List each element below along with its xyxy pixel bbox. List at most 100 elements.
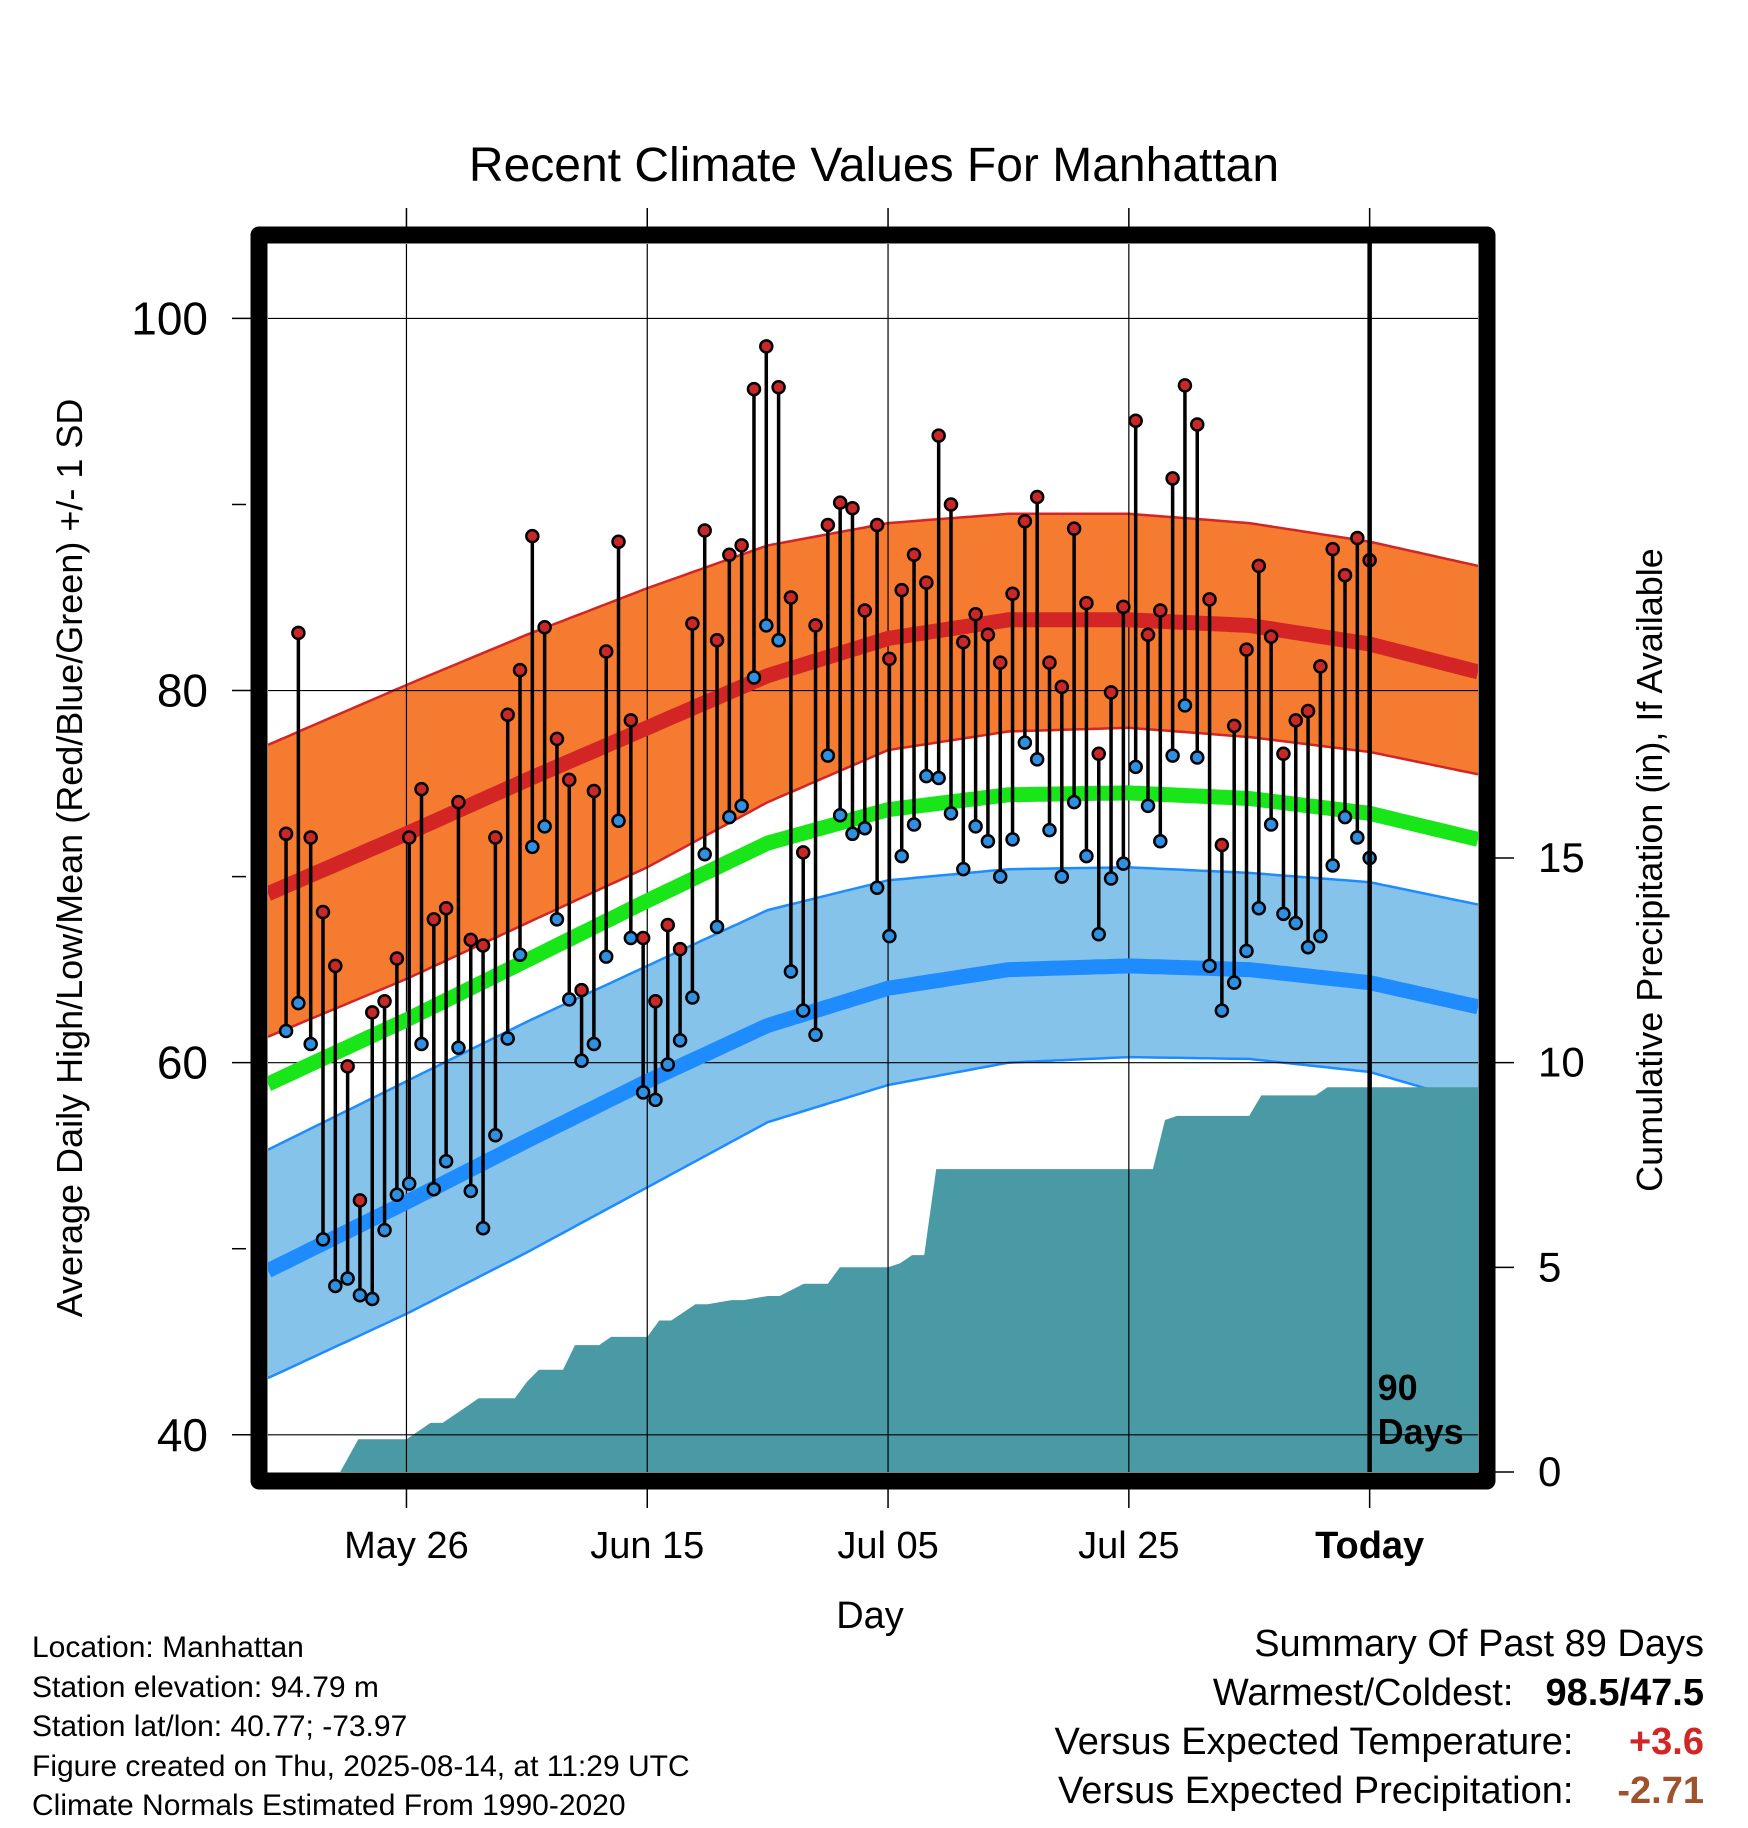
daily-high-point xyxy=(857,603,873,618)
daily-high-point xyxy=(377,994,392,1009)
daily-high-point xyxy=(574,982,589,998)
daily-high-point xyxy=(956,634,971,650)
daily-low-point xyxy=(475,1221,491,1236)
daily-high-point xyxy=(660,917,676,933)
daily-high-point xyxy=(1325,541,1340,557)
daily-high-point xyxy=(549,731,565,747)
x-axis-label: Day xyxy=(836,1595,904,1637)
daily-low-point xyxy=(869,880,885,896)
plot-frame xyxy=(250,226,1496,1490)
daily-high-point xyxy=(291,625,306,641)
daily-high-point xyxy=(635,930,651,946)
daily-low-point xyxy=(1263,817,1279,832)
daily-high-point xyxy=(734,538,749,553)
daily-high-point xyxy=(1313,659,1328,674)
daily-high-point xyxy=(1153,603,1168,618)
created-text: Figure created on Thu, 2025-08-14, at 11… xyxy=(32,1749,690,1783)
precip-label: Versus Expected Precipitation: xyxy=(1058,1770,1574,1812)
daily-high-point xyxy=(1116,599,1131,615)
daily-low-point xyxy=(328,1278,343,1294)
daily-low-point xyxy=(537,819,552,834)
warm-cold-row: Warmest/Coldest: 98.5/47.5 xyxy=(1055,1669,1704,1718)
precipitation-area xyxy=(286,1087,1478,1472)
daily-high-point xyxy=(426,912,442,927)
daily-low-point xyxy=(1288,915,1304,931)
daily-high-point xyxy=(328,958,343,974)
daily-low-point xyxy=(845,826,860,842)
daily-high-point xyxy=(894,582,909,598)
daily-high-point xyxy=(1202,592,1217,607)
daily-low-point xyxy=(1251,900,1267,916)
daily-high-point xyxy=(943,497,959,512)
daily-low-point xyxy=(623,930,639,946)
high-normal-line xyxy=(268,612,1478,901)
daily-high-point xyxy=(1263,629,1279,644)
daily-high-point xyxy=(832,495,848,510)
daily-low-point xyxy=(598,949,614,964)
daily-high-point xyxy=(389,951,405,966)
y2-tick-label: 15 xyxy=(1538,834,1585,881)
daily-high-point xyxy=(697,523,712,538)
daily-high-point xyxy=(1276,746,1291,762)
daily-high-point xyxy=(1091,746,1106,762)
daily-high-point xyxy=(1350,530,1365,546)
daily-high-point xyxy=(1017,513,1033,529)
daily-low-point xyxy=(1017,735,1033,750)
daily-high-point xyxy=(1066,521,1082,536)
daily-low-point xyxy=(931,770,946,786)
daily-low-point xyxy=(943,806,959,821)
plot-area xyxy=(268,244,1478,1472)
temp-value: +3.6 xyxy=(1628,1721,1704,1763)
daily-low-point xyxy=(365,1291,380,1307)
daily-high-point xyxy=(1251,558,1267,574)
daily-low-point xyxy=(1091,927,1106,942)
daily-high-point xyxy=(931,428,946,443)
daily-low-point xyxy=(525,839,540,855)
daily-high-point xyxy=(746,381,762,397)
summary-heading: Summary Of Past 89 Days xyxy=(1254,1623,1704,1665)
daily-high-point xyxy=(512,662,528,678)
daily-low-point xyxy=(611,813,626,829)
daily-high-point xyxy=(352,1193,368,1208)
daily-high-point xyxy=(869,517,885,533)
daily-low-point xyxy=(562,992,577,1007)
daily-low-point xyxy=(635,1085,651,1100)
daily-low-point xyxy=(278,1023,294,1039)
x-tick-label: Jun 15 xyxy=(590,1525,704,1567)
station-info: Location: Manhattan Station elevation: 9… xyxy=(32,1628,690,1826)
daily-low-point xyxy=(697,847,712,862)
daily-high-point xyxy=(672,941,688,957)
daily-low-point xyxy=(1005,832,1020,847)
daily-low-point xyxy=(857,820,873,836)
daily-low-point xyxy=(1079,848,1094,864)
today-marker-label: 90 xyxy=(1378,1367,1418,1408)
daily-low-point xyxy=(303,1036,318,1052)
today-marker-label: Days xyxy=(1378,1411,1464,1452)
precip-row: Versus Expected Precipitation: -2.71 xyxy=(1055,1767,1704,1816)
location-text: Location: Manhattan xyxy=(32,1631,304,1664)
daily-high-point xyxy=(414,781,429,797)
daily-low-point xyxy=(1042,822,1057,838)
daily-high-point xyxy=(438,900,454,916)
y-tick-label: 60 xyxy=(157,1037,208,1089)
daily-high-point xyxy=(1029,489,1045,505)
daily-low-point xyxy=(795,1003,811,1018)
daily-low-point xyxy=(1226,975,1242,990)
daily-high-point xyxy=(1005,586,1020,602)
daily-low-point xyxy=(414,1036,429,1052)
x-tick-label: May 26 xyxy=(344,1525,469,1567)
daily-high-point xyxy=(537,620,552,635)
daily-low-point xyxy=(1337,809,1353,825)
daily-low-point xyxy=(660,1057,676,1072)
daily-low-point xyxy=(1300,940,1316,955)
daily-low-point xyxy=(1177,698,1193,713)
daily-high-point xyxy=(808,618,823,633)
daily-low-point xyxy=(1214,1003,1230,1018)
daily-low-point xyxy=(1239,943,1254,959)
daily-low-point xyxy=(722,809,737,825)
daily-high-point xyxy=(1288,713,1304,728)
daily-low-point xyxy=(1202,958,1217,974)
daily-low-point xyxy=(1313,928,1328,944)
y2-tick-label: 5 xyxy=(1538,1243,1561,1290)
